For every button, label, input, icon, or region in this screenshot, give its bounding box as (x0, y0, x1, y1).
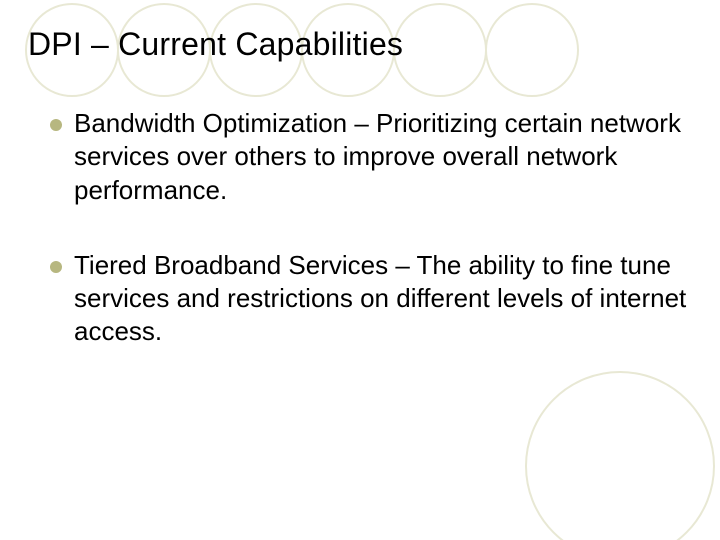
slide-content: DPI – Current Capabilities Bandwidth Opt… (0, 0, 720, 349)
slide-title: DPI – Current Capabilities (28, 26, 692, 63)
bullet-item: Tiered Broadband Services – The ability … (50, 249, 692, 349)
bullet-text: Bandwidth Optimization – Prioritizing ce… (74, 107, 692, 207)
bullet-list: Bandwidth Optimization – Prioritizing ce… (28, 107, 692, 349)
bullet-dot-icon (50, 119, 62, 131)
bullet-text: Tiered Broadband Services – The ability … (74, 249, 692, 349)
bullet-item: Bandwidth Optimization – Prioritizing ce… (50, 107, 692, 207)
bullet-dot-icon (50, 261, 62, 273)
